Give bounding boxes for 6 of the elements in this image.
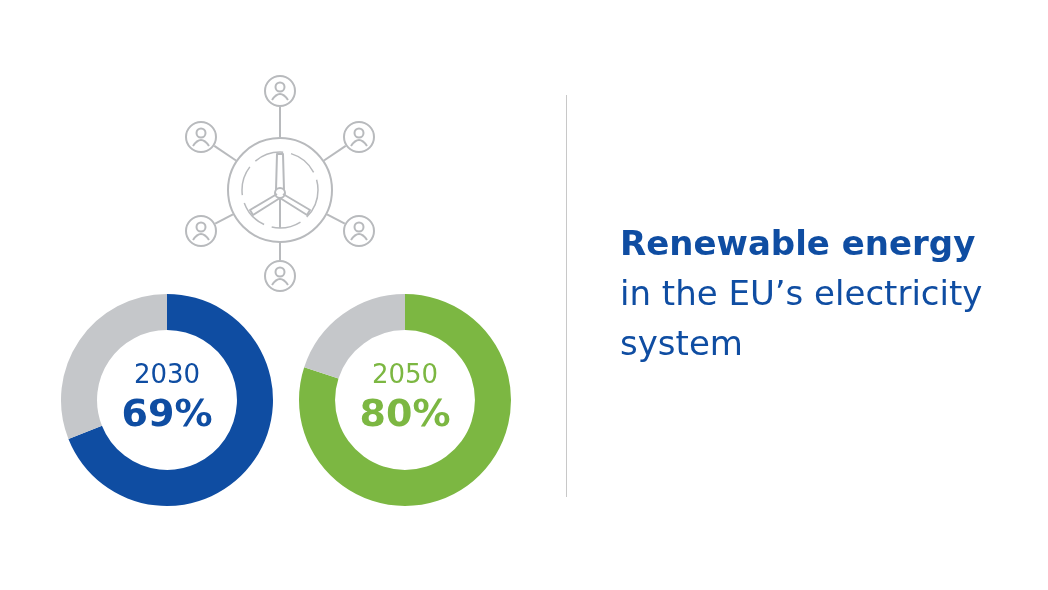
text: 2030 bbox=[133, 358, 201, 389]
data-label: 69% bbox=[121, 390, 213, 435]
text: in the EU’s electricity system bbox=[620, 272, 984, 365]
data-label: 80% bbox=[359, 390, 451, 435]
text: Renewable energy bbox=[620, 222, 977, 265]
text: 2050 bbox=[371, 358, 439, 389]
